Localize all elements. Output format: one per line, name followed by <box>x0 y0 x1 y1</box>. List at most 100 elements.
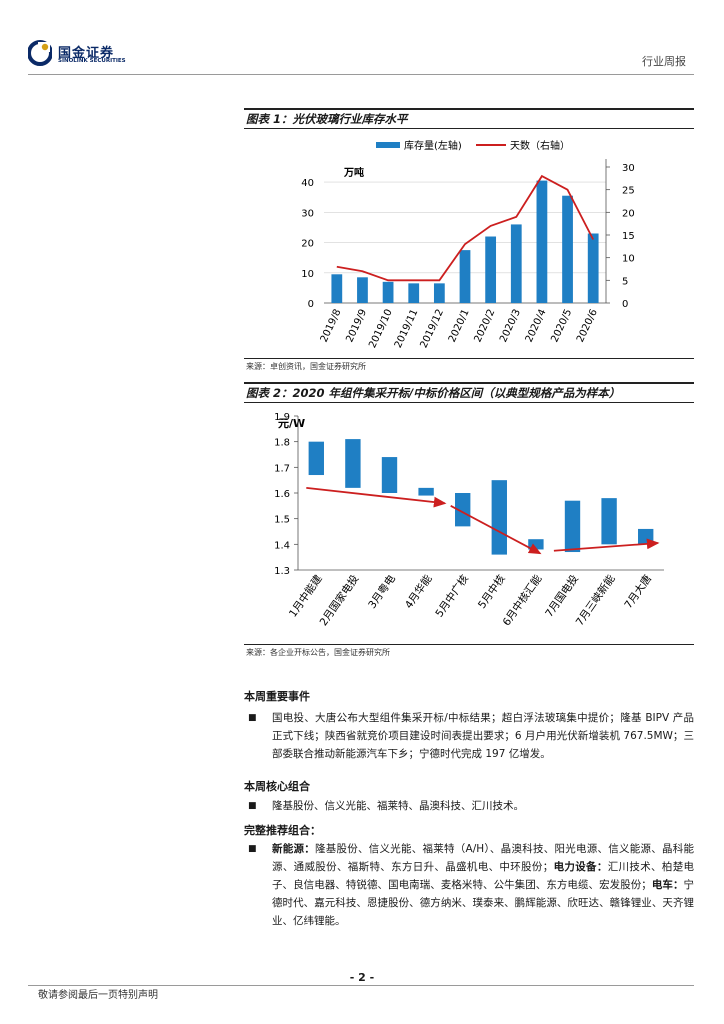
trend-arrow <box>306 486 447 508</box>
y-tick-label: 1.7 <box>274 463 290 474</box>
x-tick-label: 2020/3 <box>498 308 523 345</box>
price-range-bar <box>308 441 324 476</box>
x-tick-label: 1月中能建 <box>286 572 325 620</box>
x-tick-label: 4月华能 <box>402 572 435 611</box>
x-tick-label: 2020/6 <box>575 308 600 345</box>
price-range-bar <box>491 480 507 555</box>
label-ev: 电车： <box>651 879 684 891</box>
y2-tick-label: 25 <box>622 186 635 197</box>
inventory-bar <box>459 250 471 303</box>
x-tick-label: 2020/2 <box>473 308 498 345</box>
logo-text-en: SINOLINK SECURITIES <box>58 58 126 64</box>
full-heading: 完整推荐组合： <box>244 824 321 837</box>
text-ev: 宁德时代、嘉元科技、恩捷股份、德方纳米、璞泰来、鹏辉能源、欣旺达、赣锋锂业、天齐… <box>272 879 695 927</box>
core-text: 隆基股份、信义光能、福莱特、晶澳科技、汇川技术。 <box>272 800 524 812</box>
y-tick-label: 40 <box>301 178 314 189</box>
events-bullet: ■ 国电投、大唐公布大型组件集采开标/中标结果；超白浮法玻璃集中提价；隆基 BI… <box>244 709 694 763</box>
header-divider <box>28 74 694 75</box>
chart1-y-unit: 万吨 <box>343 166 364 179</box>
y2-tick-label: 20 <box>622 208 635 219</box>
x-tick-label: 2019/8 <box>319 308 344 345</box>
inventory-bar <box>510 224 522 303</box>
bullet-square-icon: ■ <box>248 801 257 811</box>
x-tick-label: 2020/4 <box>524 308 549 345</box>
figure1-source: 来源：卓创资讯，国金证券研究所 <box>246 362 366 371</box>
y-tick-label: 0 <box>308 299 314 310</box>
trend-arrow <box>553 538 660 552</box>
footer-divider <box>28 985 694 986</box>
x-tick-label: 2020/1 <box>447 308 472 345</box>
figure2-title: 图表 2：2020 年组件集采开标/中标价格区间（以典型规格产品为样本） <box>246 386 621 400</box>
inventory-bar <box>433 283 445 303</box>
legend-line-label: 天数（右轴） <box>510 139 570 152</box>
chart1-legend: 库存量(左轴) 天数（右轴） <box>376 139 570 152</box>
y-tick-label: 1.4 <box>274 540 290 551</box>
legend-bar-swatch <box>376 142 400 148</box>
y2-tick-label: 30 <box>622 163 635 174</box>
x-tick-label: 7月大唐 <box>622 572 655 611</box>
trend-arrow <box>450 505 542 555</box>
price-range-bar <box>564 500 581 553</box>
days-line <box>336 174 594 282</box>
x-tick-label: 2019/11 <box>393 308 421 350</box>
price-range-bar <box>455 493 471 527</box>
text-power-equipment: 汇川技术、柏楚电子、良信电器、特锐德、国电南瑞、麦格米特、公牛集团、东方电缆、宏… <box>272 861 695 891</box>
figure1-bottom-rule <box>244 358 694 359</box>
figure1-title: 图表 1：光伏玻璃行业库存水平 <box>246 112 408 126</box>
price-range-bar <box>381 457 398 493</box>
price-range-bar <box>601 498 617 545</box>
price-range-bar <box>418 487 434 496</box>
inventory-bar <box>331 274 343 303</box>
y-tick-label: 1.6 <box>274 489 290 500</box>
company-logo: 国金证券 SINOLINK SECURITIES <box>28 40 138 70</box>
y-tick-label: 1.3 <box>274 566 290 577</box>
y-tick-label: 1.9 <box>274 412 290 423</box>
x-tick-label: 5月中核 <box>475 572 508 611</box>
y-tick-label: 1.5 <box>274 515 290 526</box>
x-tick-label: 2019/9 <box>344 308 369 345</box>
x-tick-label: 2020/5 <box>549 308 574 345</box>
page-header: 国金证券 SINOLINK SECURITIES 行业周报 <box>0 0 724 80</box>
core-bullet: ■ 隆基股份、信义光能、福莱特、晶澳科技、汇川技术。 <box>244 797 694 815</box>
inventory-bar <box>382 281 394 303</box>
price-range-bar <box>638 528 654 545</box>
page-number: - 2 - <box>349 971 375 984</box>
x-tick-label: 2019/10 <box>367 308 395 350</box>
y-tick-label: 1.8 <box>274 438 290 449</box>
inventory-bar <box>357 277 368 303</box>
y2-tick-label: 5 <box>622 276 628 287</box>
y2-tick-label: 10 <box>622 254 635 265</box>
price-range-bar <box>345 439 361 488</box>
inventory-bar <box>587 233 599 303</box>
label-power-equipment: 电力设备： <box>553 861 608 873</box>
full-text: 新能源：隆基股份、信义光能、福莱特（A/H）、晶澳科技、阳光电源、信义能源、晶科… <box>272 840 694 930</box>
y-tick-label: 30 <box>301 208 314 219</box>
bullet-square-icon: ■ <box>248 713 257 723</box>
figure2-source: 来源：各企业开标公告，国金证券研究所 <box>246 648 390 657</box>
y2-tick-label: 15 <box>622 231 635 242</box>
report-type: 行业周报 <box>642 55 686 68</box>
legend-bar-label: 库存量(左轴) <box>404 139 462 152</box>
y2-tick-label: 0 <box>622 299 628 310</box>
label-new-energy: 新能源： <box>272 843 316 855</box>
figure2-bottom-rule <box>244 644 694 645</box>
bullet-square-icon: ■ <box>248 844 257 854</box>
inventory-chart: 库存量(左轴) 天数（右轴） 万吨 0 10 20 30 40 0 5 10 15 20 25 30 2… <box>301 139 635 350</box>
trend-arrows <box>306 486 660 555</box>
figure1-title-bar: 图表 1：光伏玻璃行业库存水平 <box>244 108 694 129</box>
events-heading: 本周重要事件 <box>244 690 310 703</box>
logo-text-cn: 国金证券 <box>58 46 115 61</box>
text-new-energy: 隆基股份、信义光能、福莱特（A/H）、晶澳科技、阳光电源、信义能源、晶科能源、通… <box>272 843 694 873</box>
y-tick-label: 20 <box>301 239 314 250</box>
events-text: 国电投、大唐公布大型组件集采开标/中标结果；超白浮法玻璃集中提价；隆基 BIPV… <box>272 712 694 760</box>
x-tick-label: 2019/12 <box>419 308 447 350</box>
footer-disclaimer: 敬请参阅最后一页特别声明 <box>38 990 158 1001</box>
x-tick-label: 7月国电投 <box>542 572 581 620</box>
x-tick-label: 3月粤电 <box>365 572 398 611</box>
x-tick-label: 5月中广核 <box>433 572 472 620</box>
inventory-bar <box>408 283 420 303</box>
y-tick-label: 10 <box>301 269 314 280</box>
figure2-title-bar: 图表 2：2020 年组件集采开标/中标价格区间（以典型规格产品为样本） <box>244 382 694 403</box>
inventory-bar <box>485 236 497 303</box>
